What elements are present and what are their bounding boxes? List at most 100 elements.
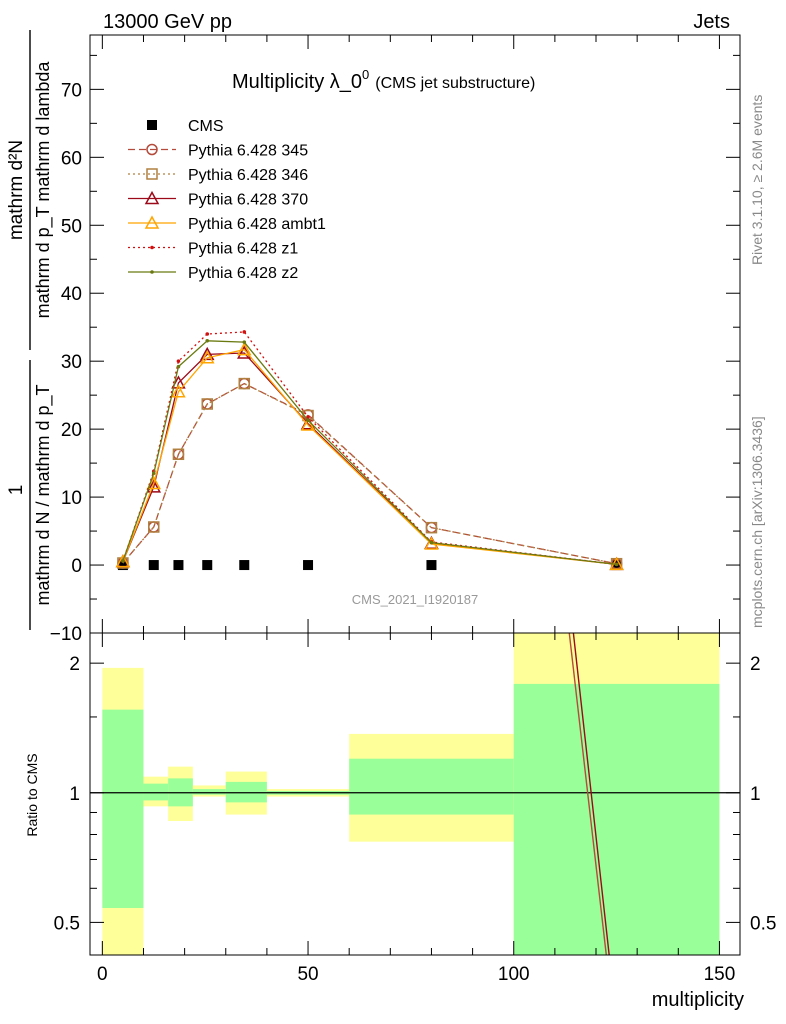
point-cms — [117, 560, 128, 571]
point-z2 — [151, 471, 156, 476]
watermark: CMS_2021_I1920187 — [352, 592, 479, 607]
ratio-ytick-label: 2 — [69, 654, 80, 675]
main-ytick-label: 10 — [61, 488, 82, 509]
ratio-panel: 0.5 0.5 1 1 2 2 0 50 100 150 Ratio to CMS — [24, 632, 776, 985]
ratio-ytick-label-right: 1 — [750, 784, 761, 805]
point-z2 — [205, 338, 210, 343]
series-p370 — [115, 345, 624, 571]
ratio-line-p345 — [568, 632, 607, 956]
point-cms — [426, 560, 437, 571]
legend-marker — [147, 120, 157, 130]
main-ytick-label: 70 — [61, 80, 82, 101]
series-line-p370 — [122, 352, 617, 566]
xtick-label: 100 — [498, 964, 530, 985]
ratio-band-inner — [143, 783, 169, 801]
ratio-ytick-label-right: 2 — [750, 654, 761, 675]
legend-marker — [150, 270, 154, 274]
legend-label: Pythia 6.428 z1 — [188, 241, 298, 258]
ratio-ytick-label-right: 0.5 — [750, 913, 776, 934]
series-line-ambt1 — [122, 348, 617, 566]
series-line-z1 — [122, 331, 617, 566]
plot-title: Multiplicity λ_00 (CMS jet substructure) — [232, 67, 535, 93]
point-p346 — [148, 521, 160, 533]
point-p346 — [117, 557, 129, 569]
series-cms — [117, 560, 622, 571]
ylabel-prefix: 1 — [6, 485, 27, 496]
title-sup: 0 — [362, 67, 369, 82]
point-z2 — [242, 340, 247, 344]
point-ambt1 — [171, 384, 186, 398]
main-ytick-label: 30 — [61, 352, 82, 373]
point-ambt1 — [237, 342, 252, 356]
point-z2 — [306, 418, 310, 423]
point-ambt1 — [300, 417, 316, 431]
legend-label: Pythia 6.428 ambt1 — [188, 216, 326, 233]
main-ytick-label: 50 — [61, 216, 82, 237]
xlabel: multiplicity — [652, 989, 744, 1011]
point-cms — [148, 560, 159, 571]
main-series — [115, 330, 624, 571]
ratio-band-inner — [192, 789, 226, 795]
series-p346 — [117, 377, 623, 570]
ratio-bands — [102, 633, 720, 955]
legend: CMS Pythia 6.428 345 Pythia 6.428 346 Pythi… — [128, 118, 326, 282]
ratio-band-inner — [102, 709, 144, 909]
main-ytick-label: 60 — [61, 148, 82, 169]
point-z2 — [121, 559, 125, 563]
ratio-ytick-label: 0.5 — [54, 913, 80, 934]
xtick-label: 0 — [97, 964, 108, 985]
main-ytick-label: 0 — [71, 556, 82, 577]
point-cms — [173, 560, 184, 571]
main-ytick-label: −10 — [50, 624, 82, 645]
main-ytick-label: 40 — [61, 284, 82, 305]
header-process: Jets — [693, 11, 730, 33]
point-ambt1 — [115, 554, 131, 568]
side-text-bottom: mcplots.cern.ch [arXiv:1306.3436] — [749, 416, 765, 628]
point-p346 — [425, 521, 438, 534]
main-ytick-label: 20 — [61, 420, 82, 441]
legend-item-p370: Pythia 6.428 370 — [128, 190, 308, 209]
legend-label: Pythia 6.428 345 — [188, 143, 308, 160]
ratio-line-p370 — [572, 632, 610, 956]
ylabel-numerator: mathrm d²N — [6, 140, 27, 240]
point-p346 — [201, 398, 213, 410]
legend-item-ambt1: Pythia 6.428 ambt1 — [128, 215, 326, 233]
ratio-lines — [90, 632, 740, 956]
legend-marker — [144, 190, 160, 205]
legend-label: Pythia 6.428 370 — [188, 192, 308, 209]
series-p345 — [117, 377, 623, 570]
legend-item-z2: Pythia 6.428 z2 — [128, 265, 298, 282]
series-line-z2 — [122, 340, 617, 566]
side-text-top: Rivet 3.1.10, ≥ 2.6M events — [749, 95, 765, 265]
point-z1 — [242, 330, 247, 334]
series-ambt1 — [115, 342, 624, 571]
point-p346 — [172, 448, 185, 461]
xtick-label: 150 — [704, 964, 736, 985]
legend-marker — [146, 168, 158, 180]
legend-label: Pythia 6.428 z2 — [188, 265, 298, 282]
main-ticks: −10 0 10 20 30 40 50 60 70 — [50, 35, 740, 645]
xtick-label: 50 — [297, 964, 318, 985]
title-sub: (CMS jet substructure) — [375, 75, 535, 92]
point-z1 — [306, 415, 310, 419]
legend-marker — [150, 245, 154, 250]
point-z1 — [176, 359, 181, 363]
legend-item-p345: Pythia 6.428 345 — [128, 143, 308, 160]
ratio-ticks: 0.5 0.5 1 1 2 2 0 50 100 150 — [54, 633, 776, 985]
main-panel: −10 0 10 20 30 40 50 60 70 CMS Pythia 6.428 345 Py… — [50, 34, 741, 645]
ratio-frame — [89, 632, 741, 956]
point-cms — [303, 560, 314, 571]
series-line-p345 — [122, 382, 617, 565]
header-energy: 13000 GeV pp — [103, 11, 232, 33]
main-ylabel: 1 mathrm d N / mathrm d p_T mathrm d²N m… — [6, 30, 54, 630]
point-p370 — [146, 479, 162, 493]
legend-item-p346: Pythia 6.428 346 — [128, 167, 308, 184]
point-z2 — [176, 364, 181, 369]
point-cms — [202, 560, 213, 571]
ylabel-prefix-denominator: mathrm d N / mathrm d p_T — [33, 384, 54, 605]
ratio-band-inner — [225, 781, 267, 803]
ratio-band-inner — [513, 683, 720, 955]
point-p370 — [199, 346, 215, 361]
series-line-p346 — [122, 382, 617, 565]
